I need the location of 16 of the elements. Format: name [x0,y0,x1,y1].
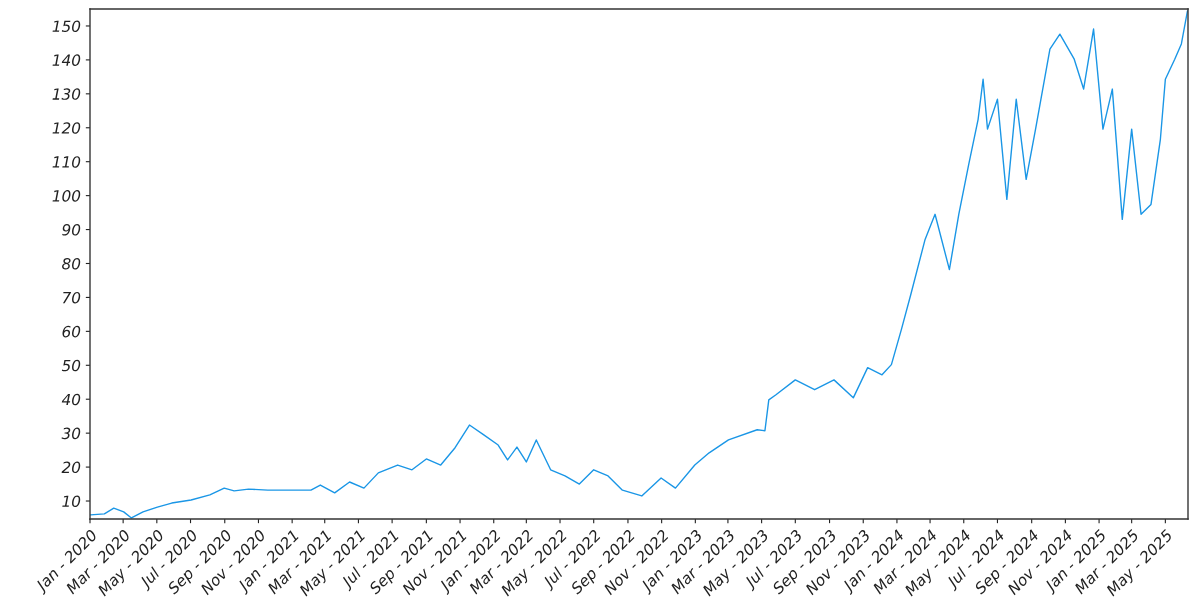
y-tick-label: 130 [52,88,81,100]
y-tick-label: 140 [52,54,81,66]
y-tick-label: 60 [62,325,81,338]
y-tick-label: 40 [61,393,81,406]
y-tick-label: 50 [61,359,81,372]
y-tick-label: 90 [62,224,81,236]
y-tick-label: 100 [52,190,81,202]
y-tick-label: 80 [62,257,81,270]
y-tick-label: 30 [61,427,81,440]
y-tick-label: 150 [52,20,81,32]
line-series [90,10,1188,519]
y-tick-label: 20 [61,461,81,474]
y-tick-label: 70 [62,291,81,304]
y-tick-label: 120 [52,122,81,134]
y-tick-label: 10 [62,495,81,508]
y-tick-label: 110 [52,156,81,168]
